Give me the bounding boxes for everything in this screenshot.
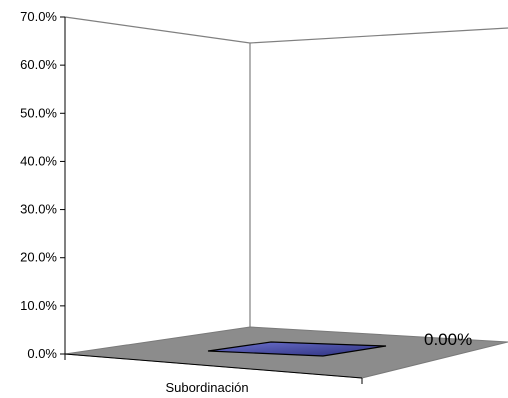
bars-group xyxy=(207,341,387,357)
y-tick-label: 60.0% xyxy=(20,57,57,72)
y-tick-label: 0.0% xyxy=(27,346,57,361)
y-tick-label: 40.0% xyxy=(20,153,57,168)
data-labels-group: 0.00% xyxy=(424,330,472,349)
bar-data-label: 0.00% xyxy=(424,330,472,349)
wall-top-right-edge xyxy=(249,27,508,44)
y-tick-label: 20.0% xyxy=(20,250,57,265)
x-axis-line xyxy=(64,353,363,379)
wall-top-left-edge xyxy=(64,16,251,44)
chart-walls xyxy=(64,16,508,327)
x-axis: Subordinación xyxy=(64,353,363,395)
y-tick-label: 10.0% xyxy=(20,298,57,313)
y-tick-label: 30.0% xyxy=(20,202,57,217)
y-axis: 0.0% 10.0% 20.0% 30.0% 40.0% 50.0% 60.0% 70.0% xyxy=(20,9,66,361)
bar-0 xyxy=(207,341,387,357)
y-tick-label: 50.0% xyxy=(20,105,57,120)
x-category-label: Subordinación xyxy=(165,380,248,395)
y-tick-label: 70.0% xyxy=(20,9,57,24)
